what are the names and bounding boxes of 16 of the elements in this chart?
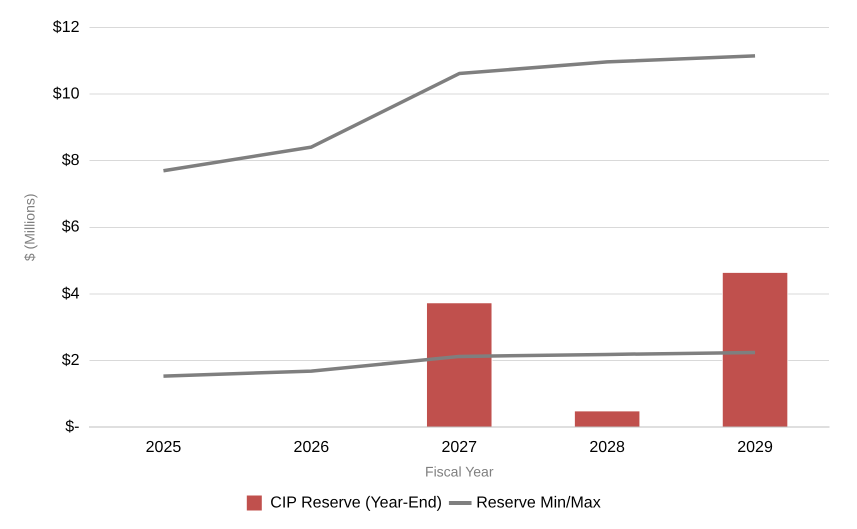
y-tick-label: $6	[62, 218, 80, 236]
legend-label: CIP Reserve (Year-End)	[270, 494, 442, 512]
x-tick-label: 2028	[589, 439, 626, 456]
y-tick-label: $10	[52, 86, 80, 103]
x-tick-label: 2026	[294, 439, 330, 456]
y-tick-label: $-	[65, 418, 80, 436]
y-tick-label: $2	[62, 352, 80, 369]
y-tick-label: $4	[62, 285, 80, 302]
x-axis-title: Fiscal Year	[425, 463, 494, 480]
legend-label: Reserve Min/Max	[476, 494, 601, 512]
x-tick-label: 2027	[441, 439, 478, 456]
x-tick-label: 2029	[737, 439, 773, 456]
x-tick-label: 2025	[146, 439, 182, 456]
y-axis-title: $ (Millions)	[21, 193, 38, 262]
y-tick-label: $8	[62, 152, 80, 170]
y-tick-label: $12	[52, 19, 80, 36]
